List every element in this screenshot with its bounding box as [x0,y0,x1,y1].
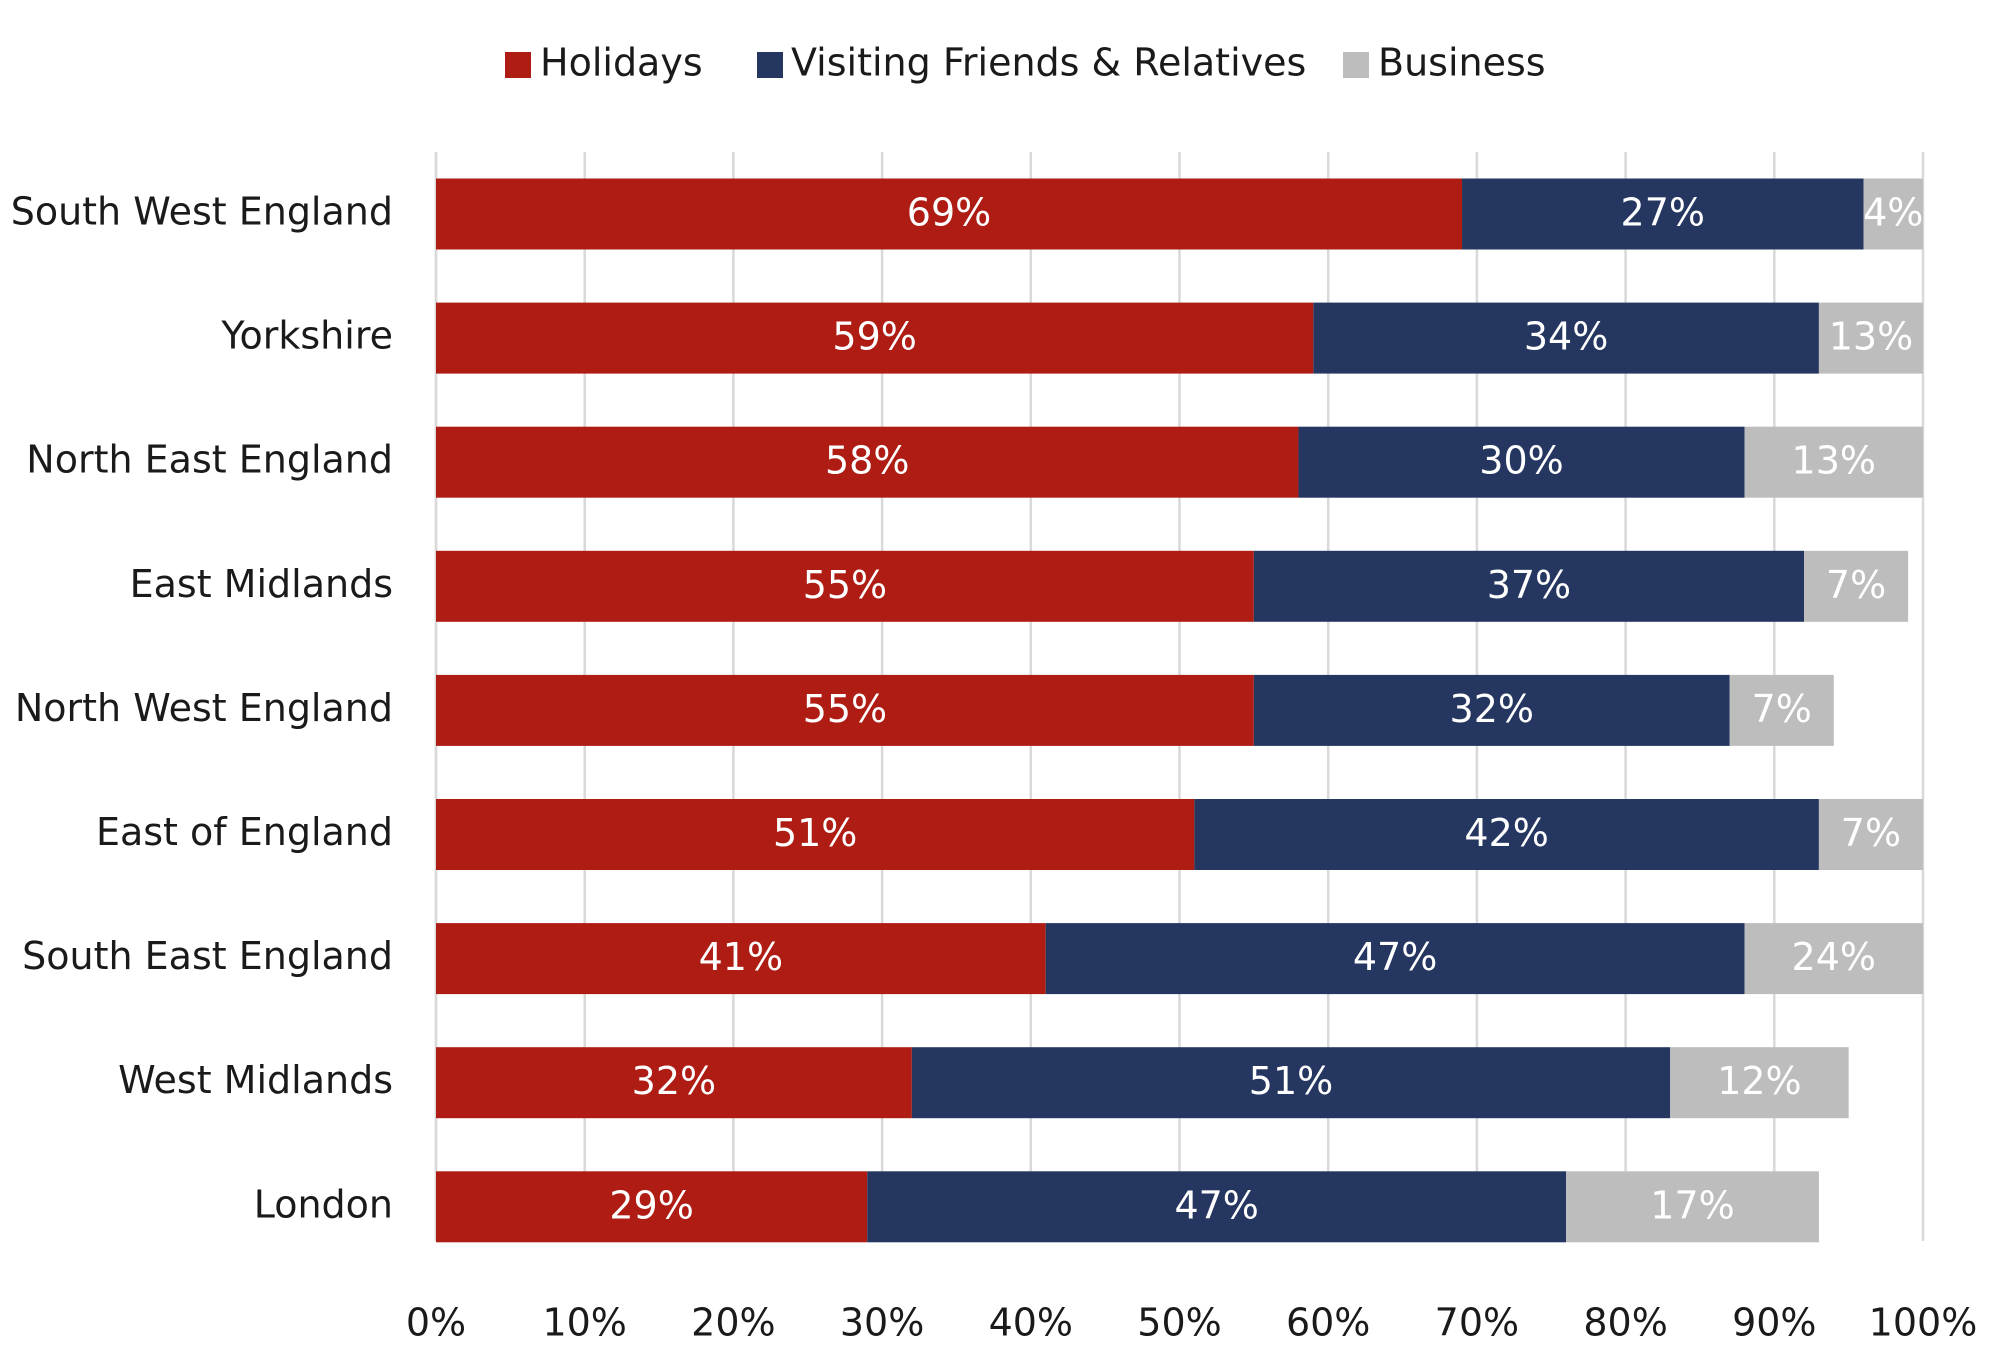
y-tick-label: London [254,1182,393,1226]
bar-segment [1045,923,1745,995]
labels: 0% 10% 20% 30% 40% 50% 60% 70% 80% 90% 100% South W… [11,41,1978,1345]
data-label: 42% [1464,811,1548,855]
bar-segment [1744,923,1923,995]
x-tick-label: 0% [406,1301,466,1345]
y-tick-label: West Midlands [118,1058,393,1102]
bar-segment [1298,426,1745,498]
data-label: 32% [1450,687,1534,731]
x-tick-label: 20% [691,1301,775,1345]
data-label: 32% [632,1059,716,1103]
data-label: 30% [1479,439,1563,483]
x-tick-label: 50% [1137,1301,1221,1345]
legend-swatch [505,52,531,78]
y-tick-label: East Midlands [130,562,393,606]
y-tick-label: North East England [26,438,393,482]
x-tick-label: 10% [542,1301,626,1345]
y-tick-label: North West England [15,686,393,730]
data-label: 58% [825,439,909,483]
data-label: 29% [609,1183,693,1227]
legend-label: Holidays [540,41,703,85]
bar-segment [1744,426,1923,498]
bar-segment [436,1047,912,1119]
data-label: 4% [1863,191,1923,235]
legend-label: Visiting Friends & Relatives [791,41,1306,85]
data-label: 13% [1792,439,1876,483]
bar-segment [436,1171,868,1243]
data-label: 7% [1752,687,1812,731]
bar-segment [436,426,1299,498]
bar-segment [1462,178,1864,250]
bar-segment [436,178,1463,250]
legend-swatch [757,52,783,78]
data-label: 47% [1353,935,1437,979]
bar-segment [1818,302,1923,374]
bar-segment [1863,178,1923,250]
data-label: 34% [1524,315,1608,359]
bar-segment [1818,799,1923,870]
data-label: 13% [1829,315,1913,359]
data-label: 59% [832,315,916,359]
data-label: 24% [1792,935,1876,979]
bar-segment [1253,674,1730,746]
bars [436,178,1923,1243]
y-tick-label: East of England [96,810,393,854]
y-tick-label: South East England [22,934,393,978]
bar-segment [436,302,1314,374]
bar-segment [436,674,1254,746]
bar-segment [1253,550,1805,622]
data-label: 55% [803,687,887,731]
bar-segment [1670,1047,1849,1119]
data-label: 51% [1249,1059,1333,1103]
data-label: 27% [1621,191,1705,235]
data-label: 17% [1650,1183,1734,1227]
bar-segment [436,799,1195,870]
y-tick-label: Yorkshire [220,314,393,358]
bar-segment [436,923,1046,995]
legend-label: Business [1378,41,1546,85]
data-label: 41% [699,935,783,979]
x-tick-label: 70% [1435,1301,1519,1345]
x-tick-label: 90% [1732,1301,1816,1345]
bar-segment [1194,799,1819,870]
bar-segment [1729,674,1834,746]
bar-segment [1566,1171,1819,1243]
bar-segment [436,550,1254,622]
bar-segment [1313,302,1819,374]
x-tick-label: 100% [1869,1301,1978,1345]
bar-segment [911,1047,1671,1119]
data-label: 7% [1826,563,1886,607]
bar-segment [867,1171,1567,1243]
bar-segment [1804,550,1909,622]
x-tick-label: 40% [989,1301,1073,1345]
data-label: 47% [1174,1183,1258,1227]
data-label: 51% [773,811,857,855]
legend-swatch [1343,52,1369,78]
x-tick-label: 60% [1286,1301,1370,1345]
y-tick-label: South West England [11,190,393,234]
x-tick-label: 30% [840,1301,924,1345]
data-label: 37% [1487,563,1571,607]
x-tick-label: 80% [1583,1301,1667,1345]
data-label: 12% [1717,1059,1801,1103]
data-label: 7% [1841,811,1901,855]
data-label: 69% [907,191,991,235]
data-label: 55% [803,563,887,607]
